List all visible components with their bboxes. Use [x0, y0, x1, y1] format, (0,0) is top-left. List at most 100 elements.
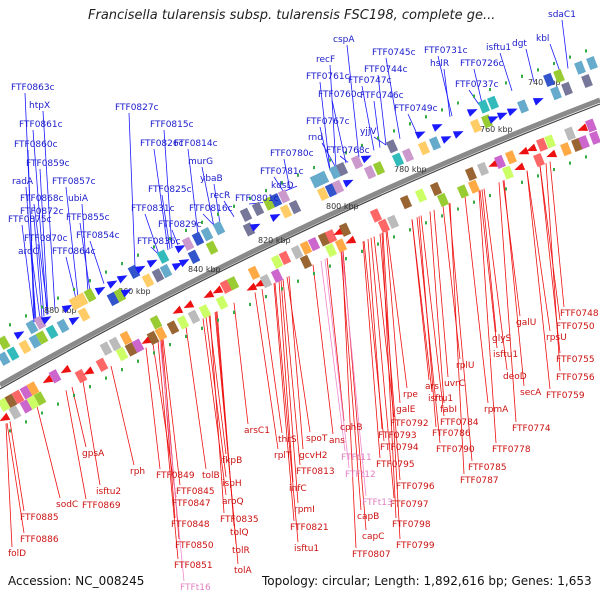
forward-gene-label[interactable]: FTF0864c	[52, 247, 96, 257]
reverse-gene-label[interactable]: isftu1	[493, 350, 518, 360]
reverse-gene-label[interactable]: FTF0813	[296, 467, 335, 477]
reverse-gene-label[interactable]: isftu1	[294, 544, 319, 554]
reverse-gene-label[interactable]: FTF0778	[492, 445, 531, 455]
forward-gene-label[interactable]: FTF0825c	[148, 185, 192, 195]
forward-gene-label[interactable]: FTF0827c	[115, 103, 159, 113]
reverse-gene-label[interactable]: ispH	[222, 479, 242, 489]
reverse-gene-label[interactable]: tolQ	[230, 528, 249, 538]
forward-gene-label[interactable]: FTF0814c	[174, 139, 218, 149]
forward-gene-label[interactable]: htpX	[29, 101, 50, 111]
forward-gene-label[interactable]: FTF0744c	[364, 65, 408, 75]
reverse-gene-label[interactable]: FTF0821	[290, 523, 329, 533]
reverse-gene-label[interactable]: FTF0845	[176, 487, 215, 497]
reverse-gene-label[interactable]: FTF0797	[390, 500, 429, 510]
forward-gene-label[interactable]: hslR	[430, 59, 449, 69]
forward-gene-label[interactable]: FTF0746c	[360, 91, 404, 101]
forward-gene-label[interactable]: FTF0815c	[150, 120, 194, 130]
reverse-gene-label[interactable]: FTF0869	[82, 501, 121, 511]
forward-gene-label[interactable]: FTF0816c	[189, 204, 233, 214]
forward-gene-label[interactable]: FTF0801c	[235, 194, 279, 204]
forward-gene-label[interactable]: isftu1	[486, 43, 511, 53]
forward-gene-label[interactable]: FTF0731c	[424, 46, 468, 56]
reverse-gene-label[interactable]: FTF0885	[20, 513, 59, 523]
reverse-gene-label[interactable]: FTF0774	[512, 424, 551, 434]
forward-gene-label[interactable]: radA	[12, 177, 34, 187]
reverse-gene-label[interactable]: FTF0795	[376, 460, 415, 470]
reverse-gene-label[interactable]: isftu2	[96, 487, 121, 497]
forward-gene-label[interactable]: FTF0781c	[260, 167, 304, 177]
reverse-gene-label[interactable]: galU	[516, 318, 536, 328]
forward-gene-label[interactable]: FTF0857c	[52, 177, 96, 187]
reverse-gene-label[interactable]: rpsU	[546, 333, 567, 343]
forward-gene-label[interactable]: yjjV	[360, 127, 377, 137]
reverse-gene-label[interactable]: FTF0759	[546, 391, 585, 401]
forward-gene-label[interactable]: FTF0870c	[24, 234, 68, 244]
reverse-gene-label[interactable]: ars	[425, 382, 439, 392]
forward-gene-label[interactable]: FTF0855c	[66, 213, 110, 223]
forward-gene-label[interactable]: sdaC1	[548, 10, 576, 20]
forward-gene-label[interactable]: FTF0737c	[455, 80, 499, 90]
reverse-gene-label[interactable]: spoT	[306, 434, 328, 444]
reverse-gene-label[interactable]: capB	[357, 512, 379, 522]
forward-gene-label[interactable]: FTF0854c	[76, 231, 120, 241]
reverse-gene-label[interactable]: FTF0807	[352, 550, 391, 560]
forward-gene-label[interactable]: FTF0726c	[460, 59, 504, 69]
reverse-gene-label[interactable]: FTF0793	[378, 431, 417, 441]
reverse-gene-label[interactable]: FTF0796	[396, 482, 435, 492]
forward-gene-label[interactable]: FTF0749c	[394, 104, 438, 114]
reverse-gene-label[interactable]: FTF0787	[460, 476, 499, 486]
reverse-gene-label[interactable]: glyS	[492, 334, 512, 344]
forward-gene-label[interactable]: ubiA	[68, 194, 89, 204]
forward-gene-label[interactable]: murG	[188, 157, 213, 167]
rna-gene-label[interactable]: FTFt16	[180, 583, 211, 593]
reverse-gene-label[interactable]: tolA	[234, 566, 253, 576]
reverse-gene-label[interactable]: FTF0851	[174, 561, 213, 571]
reverse-gene-label[interactable]: FTF0798	[392, 520, 431, 530]
reverse-gene-label[interactable]: infC	[289, 484, 307, 494]
forward-gene-label[interactable]: FTF0761c	[306, 72, 350, 82]
rna-gene-label[interactable]: FTFt13	[362, 498, 393, 508]
reverse-gene-label[interactable]: fkpB	[222, 456, 242, 466]
reverse-gene-label[interactable]: deoD	[503, 372, 527, 382]
reverse-gene-label[interactable]: FTF0847	[172, 499, 211, 509]
reverse-gene-label[interactable]: ans	[329, 436, 345, 446]
reverse-gene-label[interactable]: FTF0786	[432, 429, 471, 439]
reverse-gene-label[interactable]: thrS	[278, 435, 297, 445]
forward-gene-label[interactable]: FTF0872c	[20, 207, 64, 217]
reverse-gene-label[interactable]: capC	[362, 532, 384, 542]
forward-gene-label[interactable]: recR	[210, 191, 230, 201]
reverse-gene-label[interactable]: gpsA	[82, 449, 105, 459]
reverse-gene-label[interactable]: gcvH2	[299, 451, 327, 461]
reverse-gene-label[interactable]: rplT	[274, 451, 292, 461]
reverse-gene-label[interactable]: sodC	[56, 500, 78, 510]
forward-gene-label[interactable]: FTF0860c	[14, 140, 58, 150]
forward-gene-label[interactable]: kbl	[536, 34, 549, 44]
reverse-gene-label[interactable]: rplU	[456, 361, 475, 371]
reverse-gene-label[interactable]: FTF0850	[175, 541, 214, 551]
forward-gene-label[interactable]: FTF0767c	[306, 117, 350, 127]
forward-gene-label[interactable]: FTF0861c	[19, 120, 63, 130]
reverse-gene-label[interactable]: rph	[130, 467, 145, 477]
reverse-gene-label[interactable]: tolR	[232, 546, 250, 556]
forward-gene-label[interactable]: FTF0831c	[131, 204, 175, 214]
reverse-gene-label[interactable]: cphB	[340, 423, 363, 433]
reverse-gene-label[interactable]: rpmI	[294, 505, 315, 515]
reverse-gene-label[interactable]: aroQ	[222, 497, 244, 507]
forward-gene-label[interactable]: FTF0747c	[348, 76, 392, 86]
forward-gene-label[interactable]: FTF0859c	[26, 159, 70, 169]
forward-gene-label[interactable]: FTF0868c	[20, 194, 64, 204]
forward-gene-label[interactable]: ybaB	[200, 174, 223, 184]
reverse-gene-label[interactable]: FTF0756	[556, 373, 595, 383]
forward-gene-label[interactable]: aroC	[18, 247, 39, 257]
forward-gene-label[interactable]: dgt	[512, 39, 527, 49]
rna-gene-label[interactable]: FTFt12	[345, 470, 376, 480]
reverse-gene-label[interactable]: FTF0792	[390, 419, 429, 429]
forward-gene-label[interactable]: recF	[316, 55, 335, 65]
reverse-gene-label[interactable]: FTF0799	[396, 541, 435, 551]
reverse-gene-label[interactable]: galE	[396, 405, 416, 415]
forward-gene-label[interactable]: FTF0768c	[326, 146, 370, 156]
forward-gene-label[interactable]: FTF0745c	[372, 48, 416, 58]
reverse-gene-label[interactable]: rpmA	[484, 405, 509, 415]
reverse-gene-label[interactable]: FTF0750	[556, 322, 595, 332]
forward-gene-label[interactable]: kdsD	[271, 181, 294, 191]
